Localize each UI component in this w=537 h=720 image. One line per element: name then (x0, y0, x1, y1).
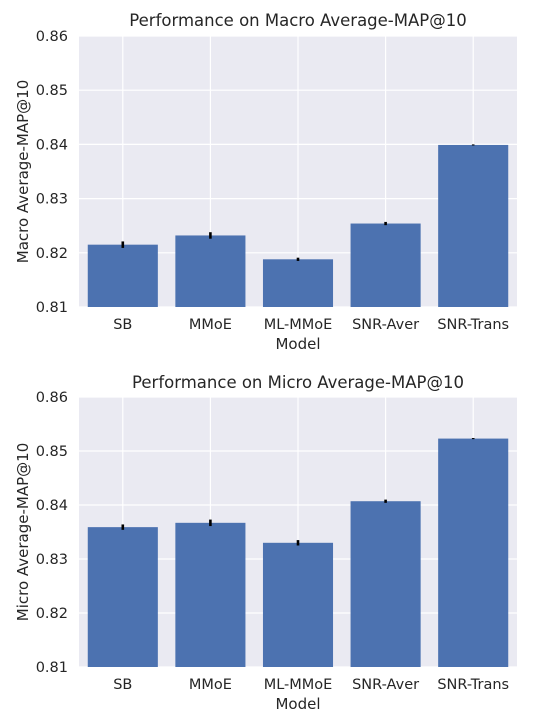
x-tick-label: SB (113, 317, 132, 333)
bar-sb (87, 527, 158, 667)
bar-snr-aver (350, 223, 421, 307)
micro-map-chart: 0.81 0.82 0.83 0.84 0.85 0.86 SB MMoE ML-MMoE SNR… (14, 373, 517, 713)
y-axis-label: Micro Average-MAP@10 (14, 443, 32, 621)
x-tick-label: ML-MMoE (264, 677, 333, 693)
x-tick-label: MMoE (189, 677, 232, 693)
y-tick-label: 0.83 (36, 192, 68, 208)
x-tick-label: SNR-Aver (352, 677, 419, 693)
y-tick-label: 0.81 (36, 300, 68, 316)
y-tick-label: 0.82 (36, 606, 68, 622)
macro-map-chart: 0.81 0.82 0.83 0.84 0.85 0.86 SB MMoE ML-MMoE SNR… (14, 11, 517, 353)
bar-sb (87, 244, 158, 307)
y-tick-label: 0.85 (36, 83, 68, 99)
y-axis-label: Macro Average-MAP@10 (14, 80, 32, 264)
bar-mmoe (175, 235, 246, 307)
bar-snr-trans (438, 144, 509, 307)
x-tick-label: MMoE (189, 317, 232, 333)
bar-mmoe (175, 522, 246, 667)
x-tick-label: SB (113, 677, 132, 693)
chart-title: Performance on Micro Average-MAP@10 (132, 373, 464, 392)
y-tick-label: 0.85 (36, 444, 68, 460)
y-tick-label: 0.84 (36, 498, 68, 514)
y-tick-label: 0.83 (36, 552, 68, 568)
x-axis-label: Model (275, 695, 320, 713)
y-tick-label: 0.81 (36, 660, 68, 676)
bar-snr-aver (350, 501, 421, 667)
x-tick-label: SNR-Trans (437, 317, 509, 333)
y-tick-label: 0.86 (36, 390, 68, 406)
chart-title: Performance on Macro Average-MAP@10 (129, 11, 466, 30)
bar-ml-mmoe (262, 259, 334, 307)
y-tick-label: 0.86 (36, 29, 68, 45)
bar-snr-trans (438, 438, 509, 667)
y-tick-label: 0.82 (36, 246, 68, 262)
y-tick-label: 0.84 (36, 137, 68, 153)
x-tick-label: SNR-Trans (437, 677, 509, 693)
x-axis-label: Model (275, 335, 320, 353)
x-tick-label: ML-MMoE (264, 317, 333, 333)
bar-ml-mmoe (262, 542, 334, 667)
x-tick-label: SNR-Aver (352, 317, 419, 333)
